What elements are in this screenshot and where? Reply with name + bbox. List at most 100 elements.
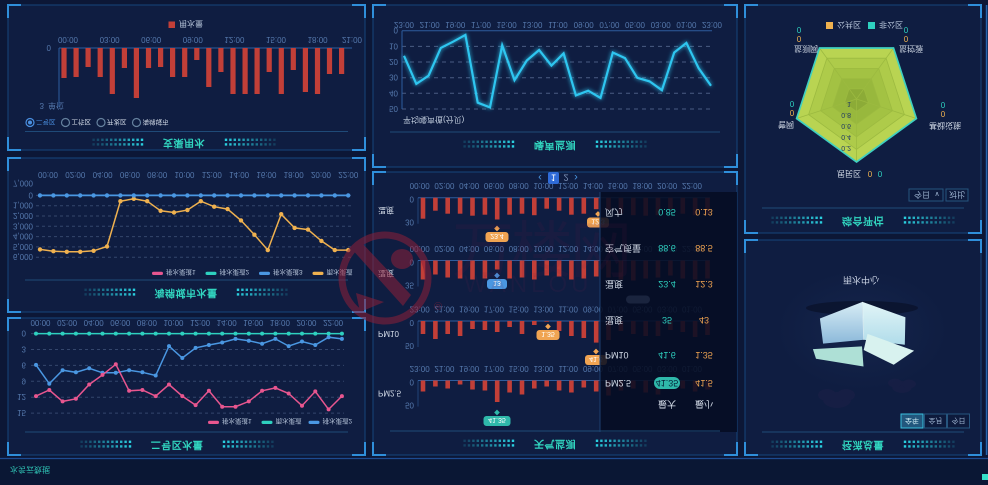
svg-text:23.4: 23.4 xyxy=(658,279,676,289)
svg-text:今日: 今日 xyxy=(914,190,930,200)
svg-text:09:00: 09:00 xyxy=(583,305,604,314)
svg-text:公共区: 公共区 xyxy=(837,20,861,29)
svg-text:20:00: 20:00 xyxy=(311,170,332,179)
svg-text:18:00: 18:00 xyxy=(270,318,291,327)
svg-text:0: 0 xyxy=(410,318,415,327)
svg-text:基础设施: 基础设施 xyxy=(929,121,961,131)
svg-text:2: 2 xyxy=(563,173,568,183)
svg-text:40: 40 xyxy=(389,88,398,97)
svg-text:0: 0 xyxy=(797,34,802,43)
svg-text:06:00: 06:00 xyxy=(484,244,505,253)
svg-text:湿度: 湿度 xyxy=(605,315,623,326)
svg-text:18:00: 18:00 xyxy=(284,170,305,179)
svg-text:23.4: 23.4 xyxy=(490,232,504,239)
svg-text:12.3: 12.3 xyxy=(591,218,605,225)
svg-text:0.2: 0.2 xyxy=(841,144,851,151)
svg-text:22:00: 22:00 xyxy=(323,318,344,327)
svg-text:06:00: 06:00 xyxy=(484,181,505,190)
svg-text:0: 0 xyxy=(394,26,399,35)
svg-text:20:00: 20:00 xyxy=(296,318,317,327)
svg-text:10:00: 10:00 xyxy=(163,318,184,327)
svg-text:12:00: 12:00 xyxy=(558,244,579,253)
svg-text:12: 12 xyxy=(17,392,26,401)
svg-text:1: 1 xyxy=(847,100,851,107)
svg-text:二号区: 二号区 xyxy=(36,118,56,126)
svg-text:11:00: 11:00 xyxy=(558,364,578,373)
svg-text:›: › xyxy=(574,171,578,183)
svg-text:35: 35 xyxy=(405,281,414,290)
svg-text:排水渠道2: 排水渠道2 xyxy=(323,417,353,426)
svg-text:22:00: 22:00 xyxy=(682,181,703,190)
svg-text:0.4: 0.4 xyxy=(841,133,851,140)
svg-text:10: 10 xyxy=(389,41,398,50)
svg-text:开发区: 开发区 xyxy=(107,118,127,127)
svg-text:10:00: 10:00 xyxy=(533,181,554,190)
svg-text:∨: ∨ xyxy=(934,190,939,197)
svg-text:14:00: 14:00 xyxy=(229,170,250,179)
svg-text:04:00: 04:00 xyxy=(93,170,114,179)
svg-text:17:00: 17:00 xyxy=(484,305,505,314)
svg-text:23:00: 23:00 xyxy=(394,20,415,29)
svg-text:排水渠道3: 排水渠道3 xyxy=(273,268,303,277)
svg-text:07:00: 07:00 xyxy=(599,20,620,29)
svg-text:13:00: 13:00 xyxy=(522,20,543,29)
svg-text:0.6: 0.6 xyxy=(841,122,851,129)
svg-text:0: 0 xyxy=(904,34,909,43)
svg-text:0: 0 xyxy=(941,109,946,118)
svg-text:全年: 全年 xyxy=(905,417,919,426)
svg-text:06:00: 06:00 xyxy=(141,35,162,44)
svg-text:12:00: 12:00 xyxy=(558,181,579,190)
svg-text:03:00: 03:00 xyxy=(651,20,672,29)
svg-text:13:00: 13:00 xyxy=(533,305,554,314)
svg-text:1.35: 1.35 xyxy=(695,350,713,360)
svg-text:0: 0 xyxy=(904,25,909,34)
svg-text:1,000: 1,000 xyxy=(13,201,34,210)
svg-text:01:00: 01:00 xyxy=(676,20,697,29)
svg-text:径流总量: 径流总量 xyxy=(842,439,884,452)
svg-text:19:00: 19:00 xyxy=(459,364,480,373)
svg-text:02:00: 02:00 xyxy=(65,170,86,179)
svg-text:‹: ‹ xyxy=(538,171,542,183)
svg-text:88.6: 88.6 xyxy=(658,243,676,253)
svg-text:14:00: 14:00 xyxy=(583,181,604,190)
svg-text:监测网: 监测网 xyxy=(794,44,818,54)
svg-text:17:00: 17:00 xyxy=(471,20,492,29)
svg-text:管网: 管网 xyxy=(778,120,794,130)
svg-text:0: 0 xyxy=(47,43,52,52)
svg-text:7,000: 7,000 xyxy=(13,178,34,187)
svg-text:41.6: 41.6 xyxy=(589,355,603,362)
svg-text:海绵城市: 海绵城市 xyxy=(143,118,170,127)
svg-text:12.3: 12.3 xyxy=(695,279,713,289)
svg-text:10:00: 10:00 xyxy=(533,244,554,253)
svg-text:0: 0 xyxy=(790,99,795,108)
svg-text:15:00: 15:00 xyxy=(497,20,518,29)
svg-text:排水渠道2: 排水渠道2 xyxy=(220,268,250,277)
svg-text:4,000: 4,000 xyxy=(13,232,34,241)
svg-text:雨水中心: 雨水中心 xyxy=(843,275,879,286)
svg-text:23:00: 23:00 xyxy=(410,364,431,373)
svg-text:12:00: 12:00 xyxy=(224,35,245,44)
svg-text:43: 43 xyxy=(699,315,709,325)
svg-text:0: 0 xyxy=(22,329,27,338)
svg-text:16:00: 16:00 xyxy=(256,170,277,179)
svg-text:支渠用水: 支渠用水 xyxy=(162,137,205,150)
svg-text:雨水渠道: 雨水渠道 xyxy=(276,417,303,426)
svg-text:风力: 风力 xyxy=(605,207,623,218)
svg-text:13:00: 13:00 xyxy=(533,364,554,373)
svg-text:PM2.5: PM2.5 xyxy=(605,378,631,388)
svg-text:工作区: 工作区 xyxy=(72,118,92,127)
svg-text:监控源: 监控源 xyxy=(899,44,923,54)
svg-text:湿度: 湿度 xyxy=(378,269,394,279)
svg-text:2,000: 2,000 xyxy=(13,211,34,220)
svg-text:最大: 最大 xyxy=(658,399,676,410)
svg-text:06:00: 06:00 xyxy=(110,318,131,327)
svg-text:23:00: 23:00 xyxy=(702,20,723,29)
svg-text:0: 0 xyxy=(29,190,34,199)
svg-text:21:00: 21:00 xyxy=(434,305,455,314)
svg-text:16:00: 16:00 xyxy=(243,318,264,327)
svg-text:22:00: 22:00 xyxy=(338,170,359,179)
svg-text:对比: 对比 xyxy=(949,190,965,200)
svg-text:06:00: 06:00 xyxy=(120,170,141,179)
svg-text:15:00: 15:00 xyxy=(509,364,530,373)
svg-text:09:00: 09:00 xyxy=(583,364,604,373)
